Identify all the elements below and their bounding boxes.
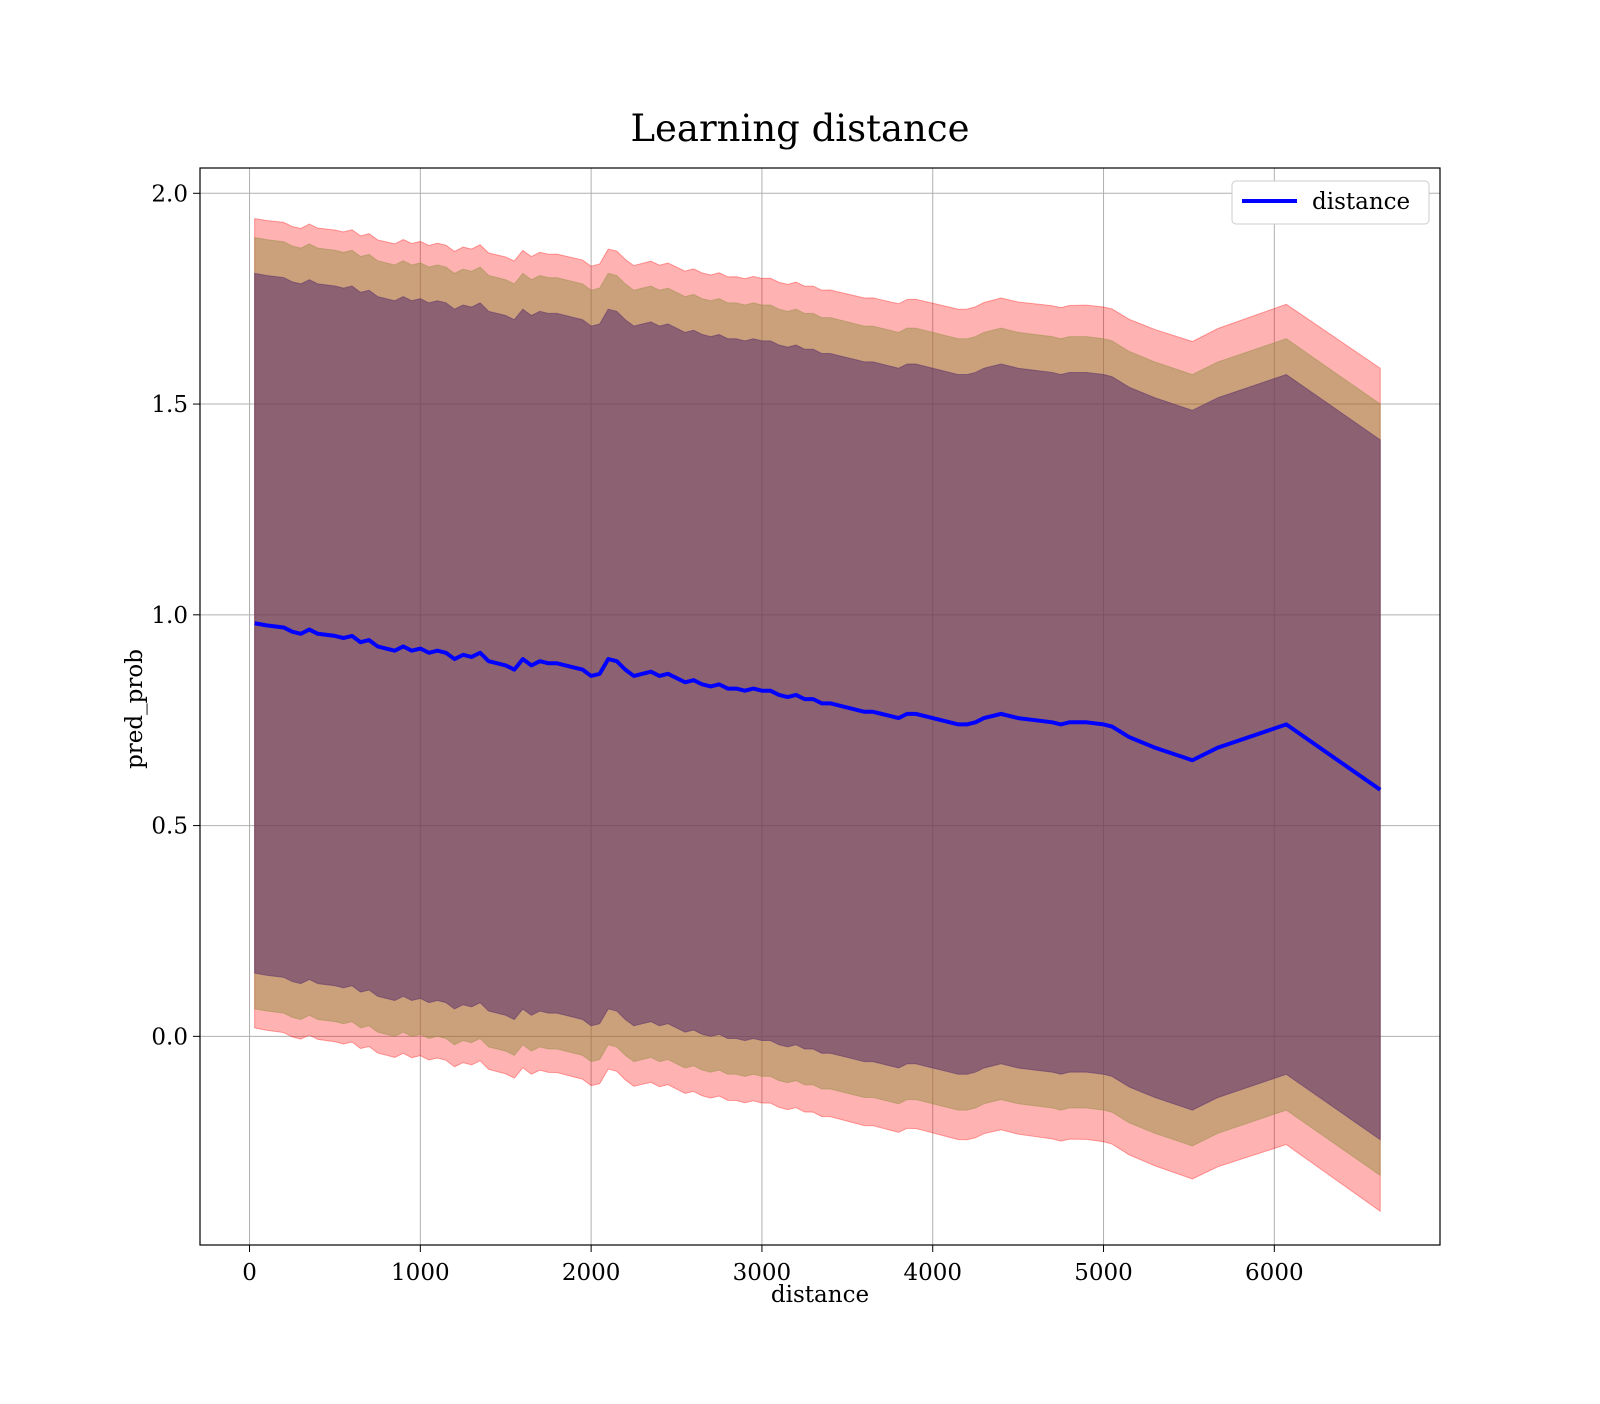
y-tick-label: 2.0 — [151, 181, 188, 207]
x-tick-label: 3000 — [733, 1260, 792, 1286]
inner-confidence-band — [254, 272, 1381, 1141]
legend-label-distance: distance — [1312, 189, 1410, 215]
plot-frame — [199, 167, 1441, 1246]
y-axis-label: pred_prob — [122, 649, 148, 769]
x-tick-label: 2000 — [562, 1260, 621, 1286]
y-tick-label: 0.0 — [151, 1024, 188, 1050]
legend: distance — [1231, 180, 1430, 225]
y-tick-label: 1.5 — [151, 392, 188, 418]
x-axis-label: distance — [771, 1282, 869, 1308]
x-tick-label: 5000 — [1074, 1260, 1133, 1286]
plot-area: 0 1000 2000 3000 4000 5000 6000 0.0 0.5 1.0 1.5 2.0 — [151, 167, 1441, 1286]
x-tick-label: 4000 — [903, 1260, 962, 1286]
legend-box — [1231, 180, 1430, 225]
series-line-distance — [254, 621, 1382, 792]
y-tick-label: 1.0 — [151, 603, 188, 629]
chart-title: Learning distance — [630, 107, 969, 150]
x-tick-label: 6000 — [1245, 1260, 1304, 1286]
y-tick-label: 0.5 — [151, 814, 188, 840]
x-tick-label: 0 — [242, 1260, 257, 1286]
x-tick-label: 1000 — [391, 1260, 450, 1286]
